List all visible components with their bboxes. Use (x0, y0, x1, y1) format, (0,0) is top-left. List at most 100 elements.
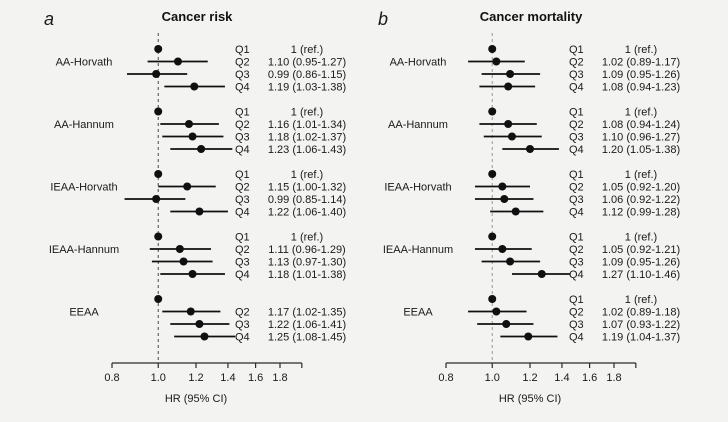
point-estimate (502, 320, 511, 328)
x-axis-label: HR (95% CI) (165, 393, 227, 405)
point-estimate (175, 245, 184, 253)
point-estimate (488, 45, 497, 53)
panel-b-letter: b (378, 9, 389, 29)
estimate-label: 1 (ref.) (291, 232, 323, 244)
point-estimate (197, 145, 206, 153)
point-estimate (190, 82, 199, 91)
point-estimate (188, 270, 197, 278)
group-label: AA-Horvath (390, 57, 447, 69)
quartile-label: Q4 (235, 82, 250, 94)
quartile-label: Q1 (235, 169, 250, 181)
quartile-label: Q4 (569, 269, 584, 281)
estimate-label: 1.05 (0.92-1.21) (602, 244, 680, 256)
quartile-label: Q4 (569, 207, 584, 219)
panel-a-title: Cancer risk (161, 9, 233, 24)
estimate-label: 1.25 (1.08-1.45) (268, 332, 346, 344)
estimate-label: 1.17 (1.02-1.35) (268, 307, 346, 319)
point-estimate (511, 207, 520, 216)
estimate-label: 0.99 (0.85-1.14) (268, 194, 346, 206)
point-estimate (195, 207, 204, 216)
estimate-label: 1 (ref.) (625, 294, 657, 306)
panel-b-title: Cancer mortality (479, 9, 583, 24)
quartile-label: Q4 (569, 82, 584, 94)
estimate-label: 1 (ref.) (625, 107, 657, 119)
group-label: IEAA-Horvath (384, 182, 451, 194)
estimate-label: 0.99 (0.86-1.15) (268, 69, 346, 81)
x-axis-tick-label: 1.0 (485, 372, 500, 384)
quartile-label: Q3 (235, 257, 250, 269)
quartile-label: Q2 (569, 307, 584, 319)
quartile-label: Q1 (235, 44, 250, 56)
estimate-label: 1 (ref.) (625, 169, 657, 181)
estimate-label: 1 (ref.) (291, 107, 323, 119)
quartile-label: Q4 (569, 332, 584, 344)
estimate-label: 1.20 (1.05-1.38) (602, 144, 680, 156)
estimate-label: 1.05 (0.92-1.20) (602, 182, 680, 194)
x-axis-tick-label: 1.8 (272, 372, 287, 384)
point-estimate (492, 57, 501, 66)
quartile-label: Q2 (235, 119, 250, 131)
point-estimate (179, 257, 188, 266)
quartile-label: Q2 (235, 244, 250, 256)
estimate-label: 1 (ref.) (625, 232, 657, 244)
estimate-label: 1.23 (1.06-1.43) (268, 144, 346, 156)
estimate-label: 1.13 (0.97-1.30) (268, 257, 346, 269)
x-axis-tick-label: 1.8 (606, 372, 621, 384)
point-estimate (498, 245, 507, 253)
estimate-label: 1.22 (1.06-1.40) (268, 207, 346, 219)
x-axis-tick-label: 1.0 (151, 372, 166, 384)
x-axis-tick-label: 0.8 (438, 372, 453, 384)
point-estimate (186, 307, 195, 316)
quartile-label: Q4 (235, 332, 250, 344)
group-label: IEAA-Hannum (383, 244, 453, 256)
group-label: EEAA (69, 307, 99, 319)
point-estimate (195, 320, 204, 328)
point-estimate (506, 70, 515, 78)
point-estimate (154, 45, 163, 53)
quartile-label: Q3 (569, 319, 584, 331)
quartile-label: Q3 (569, 132, 584, 144)
estimate-label: 1.18 (1.01-1.38) (268, 269, 346, 281)
estimate-label: 1.07 (0.93-1.22) (602, 319, 680, 331)
quartile-label: Q3 (235, 132, 250, 144)
x-axis-tick-label: 1.6 (248, 372, 263, 384)
estimate-label: 1.15 (1.00-1.32) (268, 182, 346, 194)
point-estimate (173, 57, 182, 66)
group-label: IEAA-Horvath (50, 182, 117, 194)
quartile-label: Q4 (235, 207, 250, 219)
point-estimate (498, 182, 507, 191)
quartile-label: Q3 (235, 69, 250, 81)
point-estimate (504, 120, 513, 128)
quartile-label: Q1 (569, 44, 584, 56)
point-estimate (183, 182, 192, 191)
estimate-label: 1.02 (0.89-1.17) (602, 57, 680, 69)
point-estimate (504, 82, 513, 91)
point-estimate (154, 170, 163, 178)
quartile-label: Q3 (569, 69, 584, 81)
point-estimate (526, 145, 534, 153)
quartile-label: Q2 (235, 307, 250, 319)
point-estimate (488, 232, 497, 241)
quartile-label: Q2 (569, 119, 584, 131)
quartile-label: Q3 (235, 319, 250, 331)
point-estimate (154, 107, 163, 116)
point-estimate (488, 170, 497, 178)
quartile-label: Q2 (235, 57, 250, 69)
estimate-label: 1 (ref.) (291, 44, 323, 56)
quartile-label: Q4 (235, 144, 250, 156)
point-estimate (488, 295, 497, 303)
quartile-label: Q2 (569, 182, 584, 194)
estimate-label: 1.11 (0.96-1.29) (268, 244, 345, 256)
point-estimate (488, 107, 497, 116)
group-label: EEAA (403, 307, 433, 319)
quartile-label: Q2 (235, 182, 250, 194)
group-label: IEAA-Hannum (49, 244, 119, 256)
estimate-label: 1.22 (1.06-1.41) (268, 319, 346, 331)
point-estimate (524, 332, 533, 341)
group-label: AA-Horvath (56, 57, 113, 69)
point-estimate (492, 307, 501, 316)
point-estimate (154, 295, 163, 303)
x-axis-tick-label: 1.4 (220, 372, 235, 384)
